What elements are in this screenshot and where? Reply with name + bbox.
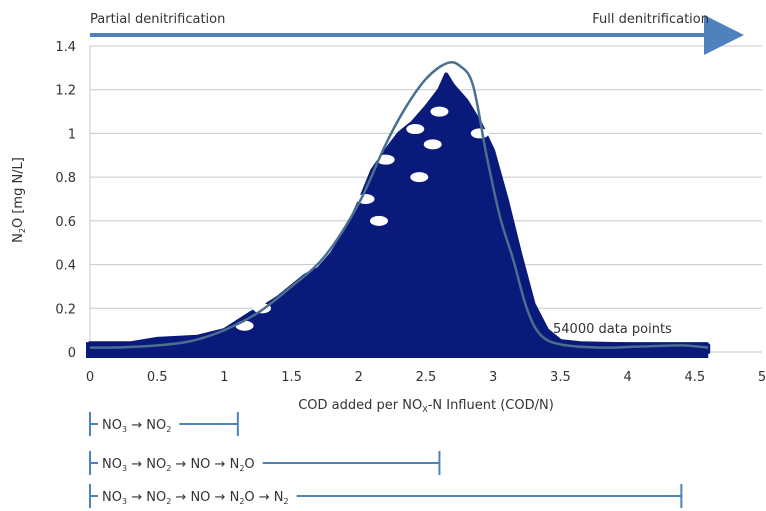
- denitrification-arrow: Partial denitrification Full denitrificat…: [90, 12, 744, 55]
- y-tick-label: 1.4: [55, 40, 76, 55]
- reaction-ranges: NO3​ → NO2​ NO3​ → NO2​ → NO → N2​O NO3​ →…: [89, 412, 683, 508]
- range-label: NO3​ → NO2​ → NO → N2​O → N2​: [102, 490, 289, 506]
- scatter-baseline: [86, 342, 709, 358]
- trend-curve: [89, 61, 709, 349]
- x-tick-label: 2: [355, 370, 363, 385]
- y-tick-label: 0: [68, 346, 76, 361]
- x-tick-label: 0.5: [147, 370, 168, 385]
- axes: 0 0.2 0.4 0.6 0.8 1 1.2 1.4 0 0.5 1 1.5 2 2.5 3 3.5 4 4.5…: [11, 40, 766, 414]
- x-axis-label: COD added per NOX​-N Influent (COD/N): [298, 398, 554, 414]
- y-tick-label: 0.6: [55, 215, 76, 230]
- scatter-cloud: [86, 72, 711, 358]
- y-axis-label: N2​O [mg N/L]: [11, 157, 27, 243]
- range-label: NO3​ → NO2​ → NO → N2​O: [102, 457, 255, 473]
- range-label: NO3​ → NO2​: [102, 418, 171, 434]
- y-tick-label: 1.2: [55, 84, 76, 99]
- x-tick-label: 3: [489, 370, 497, 385]
- scatter-gap: [369, 215, 388, 226]
- x-tick-label: 5: [758, 370, 766, 385]
- y-tick-label: 1: [68, 127, 76, 142]
- scatter-gap: [406, 124, 425, 135]
- arrow-left-label: Partial denitrification: [90, 12, 225, 27]
- y-tick-label: 0.2: [55, 302, 76, 317]
- x-tick-label: 4: [623, 370, 631, 385]
- trend-curve-layer: 54000 data points: [89, 61, 709, 349]
- scatter-gap: [423, 139, 442, 150]
- data-points-annotation: 54000 data points: [553, 322, 672, 337]
- x-tick-label: 4.5: [684, 370, 705, 385]
- y-tick-label: 0.4: [55, 259, 76, 274]
- x-tick-label: 1: [220, 370, 228, 385]
- scatter-gap: [430, 106, 449, 117]
- scatter-gap: [410, 172, 429, 183]
- scatter-gap: [235, 320, 254, 331]
- y-tick-label: 0.8: [55, 171, 76, 186]
- x-tick-label: 0: [86, 370, 94, 385]
- scatter-data-region: [88, 72, 711, 354]
- x-tick-label: 1.5: [281, 370, 302, 385]
- scatter-gap: [500, 161, 519, 172]
- x-tick-label: 2.5: [416, 370, 437, 385]
- scatter-gap: [470, 128, 489, 139]
- x-tick-label: 3.5: [550, 370, 571, 385]
- arrow-right-label: Full denitrification: [592, 12, 709, 27]
